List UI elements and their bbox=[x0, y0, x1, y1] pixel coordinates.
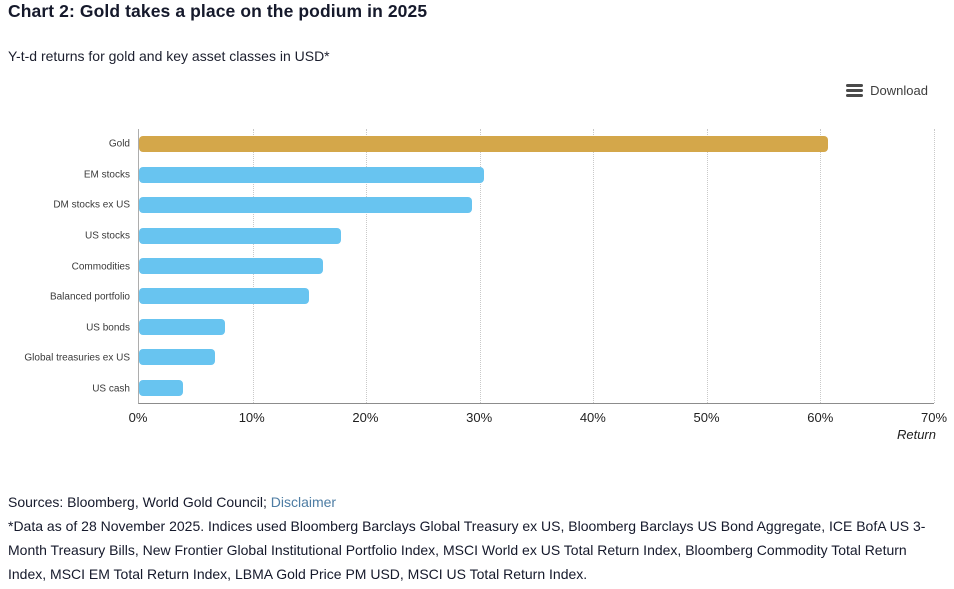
bar-gold[interactable] bbox=[139, 136, 829, 153]
x-tick-label: 0% bbox=[128, 410, 148, 425]
footnote-text: *Data as of 28 November 2025. Indices us… bbox=[8, 518, 926, 582]
plot-area bbox=[138, 129, 935, 404]
category-label: EM stocks bbox=[83, 169, 130, 181]
chart-title: Chart 2: Gold takes a place on the podiu… bbox=[8, 1, 428, 21]
download-label: Download bbox=[870, 83, 928, 98]
x-tick-label: 20% bbox=[352, 410, 379, 425]
gridline bbox=[706, 129, 708, 403]
x-tick-label: 50% bbox=[693, 410, 720, 425]
bar-us-cash[interactable] bbox=[139, 379, 184, 396]
bar-us-bonds[interactable] bbox=[139, 318, 226, 335]
gridline bbox=[479, 129, 481, 403]
bar-commodities[interactable] bbox=[139, 258, 323, 274]
category-label: DM stocks ex US bbox=[53, 199, 130, 211]
gridline bbox=[820, 129, 822, 403]
category-label: Global treasuries ex US bbox=[24, 352, 130, 364]
x-axis-title: Return bbox=[896, 427, 936, 442]
gridline bbox=[934, 129, 935, 403]
bar-us-stocks[interactable] bbox=[139, 227, 342, 244]
x-tick-label: 10% bbox=[238, 410, 265, 425]
chart-subtitle: Y-t-d returns for gold and key asset cla… bbox=[8, 48, 330, 64]
x-tick-label: 60% bbox=[807, 410, 834, 425]
hamburger-menu-icon bbox=[846, 83, 864, 98]
bar-global-treasuries-ex-us[interactable] bbox=[139, 349, 216, 366]
chart-footer: Sources: Bloomberg, World Gold Council; … bbox=[8, 490, 948, 586]
bar-em-stocks[interactable] bbox=[139, 166, 485, 183]
gridline bbox=[366, 129, 368, 403]
bar-dm-stocks-ex-us[interactable] bbox=[139, 197, 472, 214]
category-label: Balanced portfolio bbox=[49, 291, 130, 303]
x-tick-label: 30% bbox=[466, 410, 493, 425]
disclaimer-link[interactable]: Disclaimer bbox=[270, 494, 337, 510]
sources-text: Sources: Bloomberg, World Gold Council; bbox=[8, 494, 271, 510]
category-label: Commodities bbox=[71, 261, 130, 272]
category-label: US cash bbox=[92, 383, 130, 395]
sources-line: Sources: Bloomberg, World Gold Council; … bbox=[8, 490, 948, 514]
category-label: US bonds bbox=[86, 322, 130, 334]
gridline bbox=[593, 129, 595, 403]
category-label: Gold bbox=[108, 138, 130, 150]
y-axis-labels: Gold EM stocks DM stocks ex US US stocks Com… bbox=[0, 129, 130, 404]
x-axis: Return 0% 10% 20% 30% 40% 50% 60% 70% bbox=[129, 410, 947, 450]
download-button[interactable]: Download bbox=[846, 83, 928, 98]
x-tick-label: 40% bbox=[579, 410, 606, 425]
bar-balanced-portfolio[interactable] bbox=[139, 288, 310, 305]
category-label: US stocks bbox=[84, 230, 130, 242]
x-tick-label: 70% bbox=[920, 410, 948, 425]
